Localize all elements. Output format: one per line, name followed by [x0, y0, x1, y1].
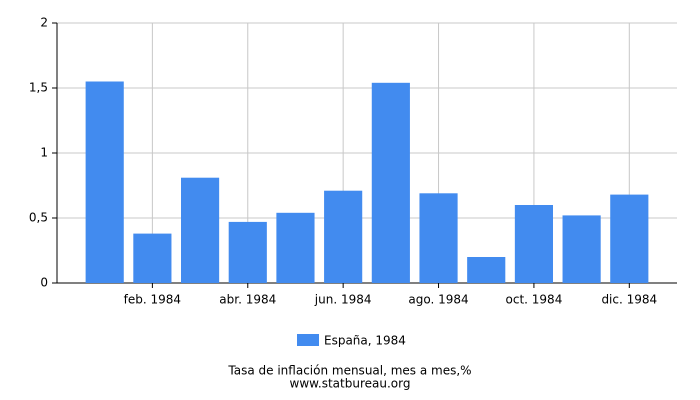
bar [85, 81, 124, 283]
bar [228, 221, 267, 283]
y-tick-label: 2 [40, 16, 48, 30]
bar [610, 194, 649, 283]
bar [181, 177, 220, 283]
x-tick-label: feb. 1984 [124, 293, 181, 307]
bar [276, 212, 315, 283]
x-tick-label: dic. 1984 [601, 293, 657, 307]
x-tick-label: ago. 1984 [408, 293, 468, 307]
chart-title: Tasa de inflación mensual, mes a mes,% [227, 364, 471, 378]
x-tick-label: oct. 1984 [506, 293, 563, 307]
legend-label: España, 1984 [324, 334, 406, 348]
bar [514, 205, 553, 283]
y-tick-label: 0,5 [29, 211, 48, 225]
bar [371, 82, 410, 283]
bar [419, 193, 458, 283]
bar [467, 257, 506, 283]
source: www.statbureau.org [290, 377, 411, 391]
legend-swatch [297, 334, 319, 346]
y-tick-label: 1 [40, 146, 48, 160]
bar [324, 190, 363, 283]
x-tick-label: abr. 1984 [219, 293, 276, 307]
x-tick-label: jun. 1984 [314, 293, 372, 307]
bar [562, 215, 601, 283]
y-tick-label: 0 [40, 276, 48, 290]
y-tick-label: 1,5 [29, 81, 48, 95]
bar [133, 233, 172, 283]
